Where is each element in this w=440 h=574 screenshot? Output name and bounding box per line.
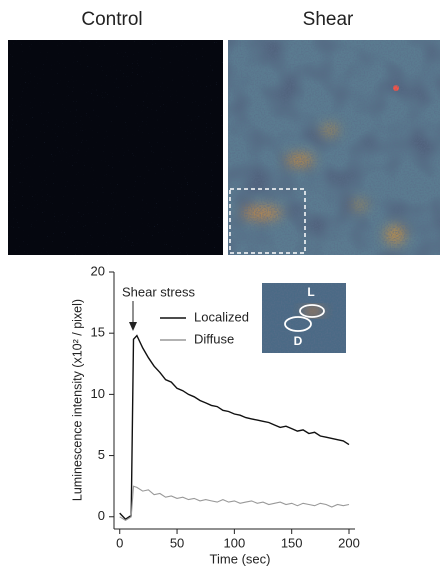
panel-label: Shear (303, 9, 354, 30)
legend-label: Diffuse (194, 331, 234, 346)
series-line (120, 486, 349, 520)
arrowhead (129, 322, 137, 331)
y-axis-label: Luminescence intensity (x10² / pixel) (70, 299, 84, 501)
inset-label: L (307, 285, 314, 299)
y-tick-label: 5 (98, 447, 105, 462)
annotation: Shear stress (122, 284, 195, 299)
x-tick-label: 50 (170, 535, 184, 550)
y-tick-label: 10 (91, 386, 105, 401)
legend-label: Localized (194, 309, 249, 324)
panel-label: Control (81, 9, 142, 30)
x-tick-label: 100 (224, 535, 246, 550)
control-image (8, 40, 223, 255)
series-line (120, 336, 349, 520)
shear-image (228, 40, 440, 255)
x-tick-label: 200 (338, 535, 360, 550)
y-tick-label: 20 (91, 263, 105, 278)
x-tick-label: 0 (116, 535, 123, 550)
page: {"panels": [{"label": "Control"}, {"labe… (0, 0, 440, 574)
figure: Control Shear Time (sec) Luminescence in… (0, 0, 440, 569)
inset-label: D (294, 334, 303, 348)
y-tick-label: 0 (98, 508, 105, 523)
x-tick-label: 150 (281, 535, 303, 550)
y-tick-label: 15 (91, 325, 105, 340)
x-axis-label: Time (sec) (210, 551, 271, 566)
inset-image (262, 283, 346, 353)
chart: Time (sec) Luminescence intensity (x10² … (70, 263, 360, 566)
